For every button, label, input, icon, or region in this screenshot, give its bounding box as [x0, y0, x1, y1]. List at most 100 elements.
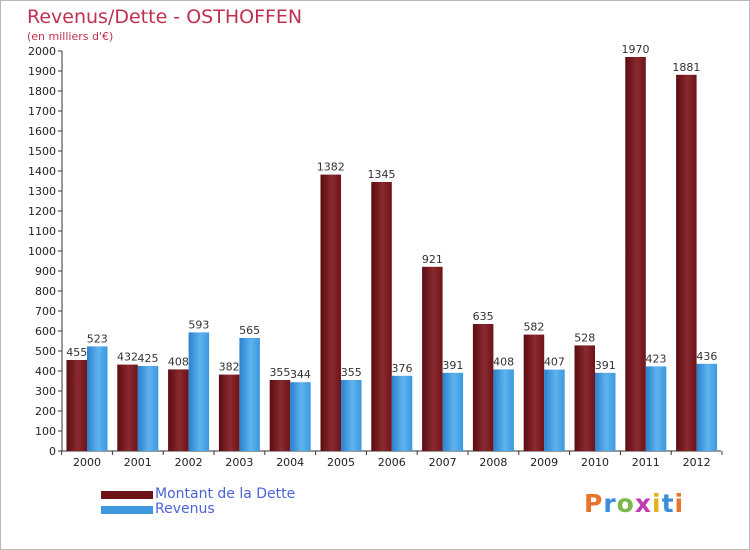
- logo-letter: i: [652, 489, 662, 518]
- x-tick-label: 2010: [581, 456, 609, 469]
- chart-title: Revenus/Dette - OSTHOFFEN: [27, 6, 303, 28]
- value-label-debt-2000: 455: [66, 346, 87, 359]
- bar-revenus-2006: [391, 375, 413, 451]
- value-label-debt-2012: 1881: [672, 61, 700, 74]
- x-axis: 2000 2001 2002 2003 2004 2005 2006 2007 2008 2009…: [61, 450, 723, 469]
- bar-debt-2002: [168, 369, 189, 451]
- y-tick-label: 200: [35, 405, 56, 418]
- bar-debt-2012: [676, 74, 697, 452]
- bar-revenus-2002: [188, 332, 210, 451]
- y-tick-label: 1200: [28, 205, 56, 218]
- value-label-debt-2009: 582: [523, 321, 544, 334]
- bar-debt-2004: [269, 380, 291, 451]
- logo-letter: r: [603, 489, 617, 518]
- bar-revenus-2012: [696, 363, 718, 451]
- y-tick-label: 1700: [28, 105, 56, 118]
- value-label-debt-2008: 635: [473, 310, 494, 323]
- value-label-debt-2004: 355: [269, 366, 290, 379]
- value-label-debt-2002: 408: [168, 355, 189, 368]
- x-tick-label: 2000: [73, 456, 101, 469]
- value-label-debt-2001: 432: [117, 351, 138, 364]
- logo-letter: x: [634, 489, 652, 518]
- bar-revenus-2001: [137, 366, 159, 451]
- bar-revenus-2009: [544, 369, 565, 451]
- value-label-revenus-2000: 523: [87, 332, 108, 345]
- bar-debt-2007: [422, 266, 443, 451]
- bar-revenus-2000: [87, 346, 108, 451]
- x-tick-label: 2005: [327, 456, 355, 469]
- value-label-debt-2010: 528: [574, 331, 595, 344]
- bar-debt-2003: [218, 374, 240, 451]
- y-tick-label: 900: [35, 265, 56, 278]
- bar-revenus-2004: [290, 382, 311, 451]
- value-label-debt-2003: 382: [219, 361, 240, 374]
- y-tick-label: 1800: [28, 85, 56, 98]
- bar-revenus-2005: [341, 380, 362, 451]
- y-tick-label: 500: [35, 345, 56, 358]
- value-label-revenus-2009: 407: [544, 356, 565, 369]
- logo-letter: o: [616, 489, 635, 518]
- value-label-revenus-2002: 593: [188, 318, 209, 331]
- value-label-debt-2007: 921: [422, 253, 443, 266]
- value-label-revenus-2011: 423: [646, 352, 667, 365]
- value-label-revenus-2010: 391: [595, 359, 616, 372]
- bar-revenus-2010: [595, 372, 616, 451]
- value-label-debt-2011: 1970: [622, 43, 650, 56]
- legend-item-revenus: Revenus: [101, 501, 361, 517]
- y-tick-label: 100: [35, 425, 56, 438]
- y-tick-label: 1500: [28, 145, 56, 158]
- value-label-revenus-2012: 436: [696, 350, 717, 363]
- y-tick-label: 1400: [28, 165, 56, 178]
- value-label-revenus-2006: 376: [392, 362, 413, 375]
- y-tick-label: 300: [35, 385, 56, 398]
- bar-debt-2001: [117, 364, 138, 451]
- y-tick-label: 1600: [28, 125, 56, 138]
- legend-label-debt: Montant de la Dette: [155, 486, 296, 502]
- legend-swatch-debt: [101, 491, 153, 499]
- x-tick-label: 2006: [378, 456, 406, 469]
- bar-debt-2011: [625, 57, 646, 451]
- y-tick-label: 0: [49, 445, 56, 458]
- y-tick-label: 1300: [28, 185, 56, 198]
- y-tick-label: 400: [35, 365, 56, 378]
- bars: [66, 57, 718, 452]
- x-tick-label: 2001: [124, 456, 152, 469]
- y-tick-label: 600: [35, 325, 56, 338]
- value-label-revenus-2005: 355: [341, 366, 362, 379]
- y-tick-label: 1100: [28, 225, 56, 238]
- x-tick-label: 2007: [429, 456, 457, 469]
- bar-debt-2005: [320, 174, 341, 451]
- x-tick-label: 2003: [225, 456, 253, 469]
- bar-revenus-2003: [239, 338, 260, 451]
- y-tick-label: 800: [35, 285, 56, 298]
- chart-subtitle: (en milliers d'€): [27, 30, 114, 43]
- x-tick-label: 2004: [276, 456, 304, 469]
- logo-letter: P: [584, 489, 604, 518]
- value-label-revenus-2001: 425: [138, 352, 159, 365]
- x-tick-label: 2009: [530, 456, 558, 469]
- bar-debt-2000: [66, 360, 87, 451]
- legend-item-debt: Montant de la Dette: [101, 486, 361, 502]
- y-tick-label: 1000: [28, 245, 56, 258]
- y-tick-label: 700: [35, 305, 56, 318]
- value-label-debt-2006: 1345: [368, 168, 396, 181]
- x-tick-label: 2008: [479, 456, 507, 469]
- bar-revenus-2008: [493, 369, 514, 451]
- legend-label-revenus: Revenus: [155, 501, 215, 517]
- y-tick-label: 1900: [28, 65, 56, 78]
- bar-debt-2008: [472, 324, 494, 451]
- value-label-debt-2005: 1382: [317, 161, 345, 174]
- logo-letter: i: [674, 489, 685, 518]
- value-label-revenus-2004: 344: [290, 368, 311, 381]
- bar-debt-2009: [523, 334, 545, 451]
- y-tick-label: 2000: [28, 45, 56, 58]
- value-label-revenus-2003: 565: [239, 324, 260, 337]
- bar-revenus-2011: [645, 366, 667, 451]
- legend-swatch-revenus: [101, 506, 153, 514]
- x-tick-label: 2011: [632, 456, 660, 469]
- bar-debt-2010: [574, 345, 595, 451]
- x-tick-label: 2012: [683, 456, 711, 469]
- bar-debt-2006: [371, 182, 392, 451]
